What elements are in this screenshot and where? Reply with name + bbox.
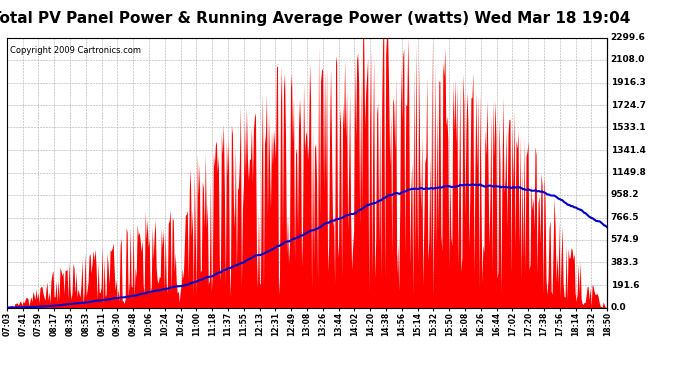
Text: 2299.6: 2299.6: [611, 33, 646, 42]
Text: 1916.3: 1916.3: [611, 78, 645, 87]
Text: 1341.4: 1341.4: [611, 146, 646, 154]
Text: Total PV Panel Power & Running Average Power (watts) Wed Mar 18 19:04: Total PV Panel Power & Running Average P…: [0, 11, 630, 26]
Text: 574.9: 574.9: [611, 236, 640, 244]
Text: Copyright 2009 Cartronics.com: Copyright 2009 Cartronics.com: [10, 46, 141, 55]
Text: 1533.1: 1533.1: [611, 123, 645, 132]
Text: 958.2: 958.2: [611, 190, 639, 200]
Text: 0.0: 0.0: [611, 303, 627, 312]
Text: 383.3: 383.3: [611, 258, 639, 267]
Text: 191.6: 191.6: [611, 280, 639, 290]
Text: 766.5: 766.5: [611, 213, 639, 222]
Text: 1149.8: 1149.8: [611, 168, 646, 177]
Text: 1724.7: 1724.7: [611, 100, 646, 109]
Text: 2108.0: 2108.0: [611, 56, 645, 64]
